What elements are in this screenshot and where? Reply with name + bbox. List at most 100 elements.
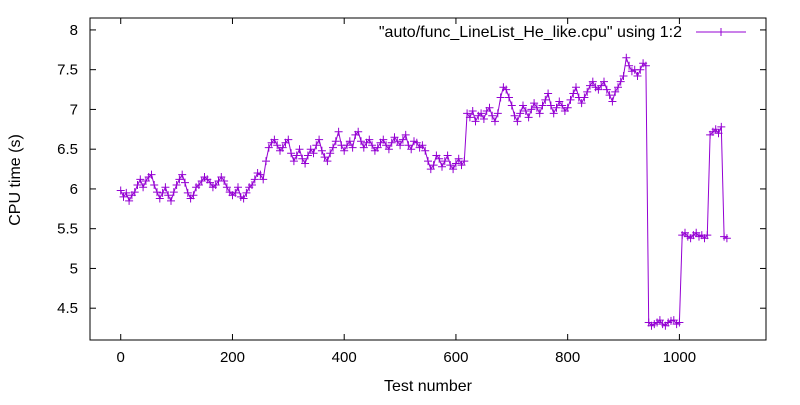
data-point (535, 109, 544, 118)
data-point (340, 146, 349, 155)
data-point (116, 186, 125, 195)
data-point (510, 111, 519, 120)
data-point (505, 93, 513, 102)
data-point (147, 170, 156, 179)
data-point (153, 188, 161, 197)
data-point (122, 188, 131, 197)
data-point (530, 99, 539, 108)
data-point (239, 194, 248, 203)
data-point (175, 175, 184, 184)
legend-label: "auto/func_LineList_He_like.cpu" using 1… (379, 24, 682, 41)
data-point (614, 83, 622, 92)
data-point (289, 157, 298, 166)
data-point (418, 141, 427, 150)
data-point (602, 85, 611, 94)
x-tick-label: 0 (117, 349, 125, 366)
data-point (572, 83, 580, 92)
legend-marker (717, 28, 725, 36)
data-point (178, 170, 187, 179)
data-point (295, 145, 304, 154)
data-point (521, 107, 530, 115)
data-point (133, 181, 142, 189)
data-point (468, 107, 477, 115)
data-point (443, 151, 452, 160)
data-point (412, 138, 421, 147)
data-point (298, 154, 307, 163)
data-point (312, 141, 321, 150)
data-point (538, 101, 547, 110)
plot-border (89, 17, 767, 341)
data-point (491, 117, 499, 126)
x-tick-label: 600 (443, 349, 468, 366)
x-axis-title: Test number (384, 378, 473, 395)
x-tick-label: 800 (555, 349, 580, 366)
data-point (541, 95, 550, 104)
data-point (454, 154, 463, 163)
data-point (139, 183, 148, 192)
data-point (563, 103, 572, 112)
data-point (438, 162, 446, 171)
data-point (379, 135, 388, 144)
data-point (365, 135, 374, 144)
data-point (326, 149, 335, 158)
data-point (136, 175, 145, 184)
data-point (507, 101, 516, 110)
data-point (583, 87, 592, 96)
data-point (398, 135, 407, 144)
data-point (580, 93, 589, 102)
y-tick-label: 8 (70, 22, 78, 39)
data-point (125, 196, 134, 205)
data-point (675, 318, 684, 327)
data-point (703, 231, 712, 240)
data-point (524, 113, 533, 122)
data-point (172, 181, 181, 189)
data-point (264, 143, 273, 152)
data-point (502, 85, 511, 94)
data-point (181, 178, 189, 187)
data-point (569, 89, 578, 98)
data-point (544, 89, 553, 98)
data-point (600, 77, 608, 86)
data-point (348, 143, 357, 152)
data-point (605, 91, 614, 100)
data-point (155, 194, 164, 203)
data-point (396, 141, 405, 150)
data-point (242, 188, 251, 197)
data-point (354, 127, 363, 136)
data-point (169, 188, 178, 197)
data-point (158, 188, 167, 197)
data-point (206, 178, 215, 187)
data-point (183, 188, 192, 197)
data-point (485, 103, 494, 112)
data-point (309, 149, 318, 158)
series-layer (116, 53, 731, 330)
data-point (616, 77, 625, 86)
data-point (373, 143, 382, 152)
data-point (588, 77, 597, 86)
data-point (558, 101, 567, 110)
legend: "auto/func_LineList_He_like.cpu" using 1… (379, 24, 746, 41)
data-point (329, 143, 337, 152)
data-point (270, 135, 279, 144)
data-point (549, 109, 558, 118)
data-point (479, 115, 488, 123)
y-tick-label: 6.5 (57, 141, 78, 158)
data-point (287, 149, 296, 158)
data-point (440, 157, 449, 166)
data-point (717, 122, 726, 131)
data-point (189, 191, 198, 200)
data-point (164, 191, 173, 200)
data-point (532, 103, 541, 112)
data-point (552, 103, 561, 112)
data-point (256, 170, 265, 179)
data-point (577, 99, 586, 108)
data-point (424, 157, 432, 166)
y-tick-label: 5 (70, 260, 78, 277)
data-point (608, 97, 617, 106)
data-point (619, 72, 628, 80)
data-point (292, 151, 301, 160)
data-point (387, 138, 396, 147)
data-point (465, 113, 474, 122)
data-point (231, 188, 240, 197)
